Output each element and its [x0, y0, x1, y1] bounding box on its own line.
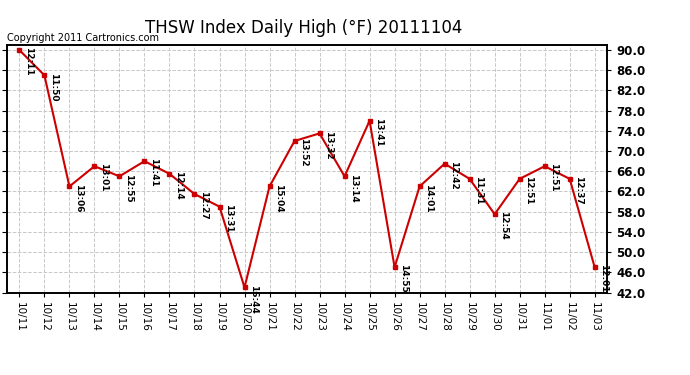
- Text: 14:55: 14:55: [399, 264, 408, 293]
- Text: THSW Index Daily High (°F) 20111104: THSW Index Daily High (°F) 20111104: [145, 19, 462, 37]
- Text: 11:31: 11:31: [474, 176, 483, 205]
- Text: 11:50: 11:50: [48, 72, 57, 101]
- Text: 14:01: 14:01: [424, 184, 433, 212]
- Text: 12:42: 12:42: [448, 161, 457, 190]
- Text: 13:52: 13:52: [299, 138, 308, 167]
- Text: 12:55: 12:55: [124, 174, 132, 202]
- Text: 12:37: 12:37: [574, 176, 583, 205]
- Text: 12:27: 12:27: [199, 191, 208, 220]
- Text: 13:14: 13:14: [348, 174, 357, 202]
- Text: 11:41: 11:41: [148, 158, 157, 187]
- Text: 12:14: 12:14: [174, 171, 183, 200]
- Text: 12:54: 12:54: [499, 211, 508, 240]
- Text: 12:51: 12:51: [524, 176, 533, 205]
- Text: 13:31: 13:31: [224, 204, 233, 232]
- Text: Copyright 2011 Cartronics.com: Copyright 2011 Cartronics.com: [7, 33, 159, 42]
- Text: 12:11: 12:11: [23, 47, 32, 76]
- Text: 13:41: 13:41: [374, 118, 383, 147]
- Text: 16:44: 16:44: [248, 285, 257, 314]
- Text: 13:06: 13:06: [74, 184, 83, 212]
- Text: 13:32: 13:32: [324, 130, 333, 159]
- Text: 12:51: 12:51: [549, 164, 558, 192]
- Text: 13:01: 13:01: [99, 164, 108, 192]
- Text: 12:01: 12:01: [599, 264, 608, 293]
- Text: 15:04: 15:04: [274, 184, 283, 212]
